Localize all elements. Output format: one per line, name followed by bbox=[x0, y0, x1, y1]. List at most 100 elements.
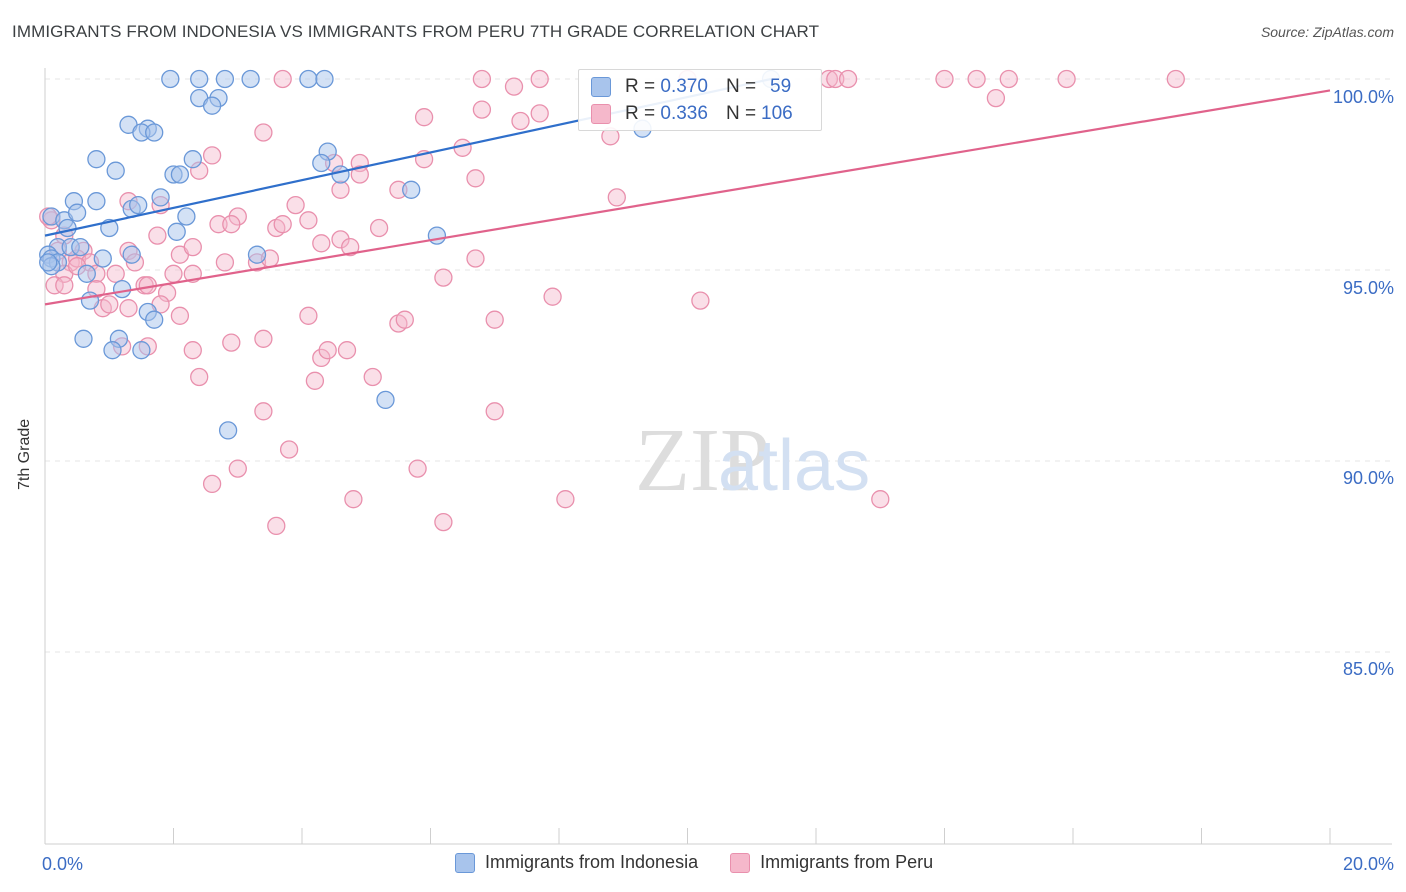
legend-n-label: N = bbox=[725, 76, 757, 97]
data-point bbox=[279, 440, 299, 459]
data-point bbox=[466, 249, 485, 268]
legend-row-indonesia: R = 0.370 N = 59 bbox=[591, 76, 791, 98]
series-peru-points bbox=[39, 69, 1185, 536]
data-point bbox=[122, 245, 141, 264]
data-point bbox=[106, 161, 125, 180]
data-point bbox=[129, 195, 148, 215]
data-point bbox=[247, 245, 267, 264]
data-point bbox=[376, 390, 395, 410]
data-point bbox=[299, 69, 318, 89]
data-point bbox=[183, 341, 202, 360]
watermark-zip: ZIP bbox=[635, 411, 770, 510]
legend-n-label: N = bbox=[725, 103, 757, 124]
data-point bbox=[434, 268, 453, 287]
data-point bbox=[161, 69, 180, 89]
data-point bbox=[466, 169, 485, 188]
legend-r-value-peru: 0.336 bbox=[660, 103, 708, 124]
legend-item-peru[interactable]: Immigrants from Peru bbox=[730, 852, 933, 873]
data-point bbox=[312, 234, 331, 253]
data-point bbox=[369, 218, 389, 238]
data-point bbox=[299, 211, 318, 230]
data-point bbox=[177, 207, 196, 226]
data-point bbox=[967, 69, 986, 89]
x-tick-label-min: 0.0% bbox=[42, 854, 84, 874]
data-point bbox=[39, 253, 58, 272]
legend-item-indonesia[interactable]: Immigrants from Indonesia bbox=[455, 852, 698, 873]
data-point bbox=[119, 299, 138, 318]
data-point bbox=[202, 474, 222, 494]
data-point bbox=[45, 276, 64, 295]
data-point bbox=[71, 237, 90, 257]
data-point bbox=[145, 310, 164, 329]
data-point bbox=[74, 329, 93, 348]
data-point bbox=[530, 104, 549, 123]
data-point bbox=[215, 69, 235, 89]
data-point bbox=[414, 108, 434, 127]
data-point bbox=[350, 165, 369, 184]
y-tick-label-95: 95.0% bbox=[1342, 278, 1394, 298]
data-point bbox=[183, 150, 202, 169]
data-point bbox=[190, 367, 209, 387]
data-point bbox=[999, 69, 1018, 89]
data-point bbox=[337, 341, 357, 360]
x-tick-label-max: 20.0% bbox=[1342, 854, 1394, 874]
legend-label-indonesia: Immigrants from Indonesia bbox=[485, 852, 699, 872]
data-point bbox=[427, 226, 447, 245]
data-point bbox=[58, 218, 77, 238]
legend-swatch-peru bbox=[730, 852, 751, 873]
data-point bbox=[402, 180, 421, 199]
data-point bbox=[254, 123, 273, 142]
data-point bbox=[93, 249, 112, 268]
stats-legend: R = 0.370 N = 59 R = 0.336 N = 106 bbox=[578, 69, 822, 131]
data-point bbox=[318, 341, 337, 360]
data-point bbox=[607, 188, 626, 207]
data-point bbox=[215, 253, 235, 272]
data-point bbox=[556, 490, 575, 509]
data-point bbox=[148, 226, 167, 245]
data-point bbox=[986, 88, 1006, 108]
data-point bbox=[312, 153, 331, 173]
data-point bbox=[1057, 69, 1076, 89]
data-point bbox=[434, 512, 453, 532]
data-point bbox=[209, 215, 228, 234]
legend-swatch-indonesia bbox=[591, 77, 611, 97]
trend-line-peru bbox=[44, 89, 1331, 306]
data-point bbox=[106, 264, 125, 283]
data-point bbox=[344, 490, 363, 509]
data-point bbox=[202, 96, 222, 115]
data-point bbox=[691, 291, 710, 310]
y-tick-label-85: 85.0% bbox=[1342, 659, 1394, 679]
data-point bbox=[77, 264, 96, 283]
y-tick-label-100: 100.0% bbox=[1332, 87, 1394, 107]
data-point bbox=[504, 77, 524, 96]
data-point bbox=[1166, 69, 1185, 89]
data-point bbox=[254, 329, 273, 348]
data-point bbox=[530, 69, 549, 89]
data-point bbox=[395, 310, 414, 329]
data-point bbox=[222, 215, 241, 234]
data-point bbox=[267, 516, 286, 536]
data-point bbox=[254, 402, 273, 421]
source-credit: Source: ZipAtlas.com bbox=[1260, 24, 1394, 40]
legend-swatch-peru bbox=[591, 104, 611, 124]
data-point bbox=[273, 69, 292, 89]
data-point bbox=[183, 237, 202, 257]
data-point bbox=[472, 69, 492, 89]
data-point bbox=[299, 306, 318, 325]
watermark-atlas: atlas bbox=[718, 426, 870, 506]
legend-n-value-peru: 106 bbox=[761, 103, 793, 124]
data-point bbox=[408, 459, 427, 478]
data-point bbox=[202, 146, 222, 165]
legend-n-value-indonesia: 59 bbox=[770, 76, 792, 97]
legend-swatch-indonesia bbox=[455, 852, 475, 873]
legend-r-value-indonesia: 0.370 bbox=[660, 76, 708, 97]
data-point bbox=[305, 371, 325, 390]
data-point bbox=[218, 421, 238, 440]
data-point bbox=[273, 215, 292, 234]
data-point bbox=[170, 306, 190, 325]
data-point bbox=[286, 195, 305, 215]
data-point bbox=[87, 192, 106, 211]
data-point bbox=[485, 310, 504, 329]
data-point bbox=[511, 111, 530, 131]
